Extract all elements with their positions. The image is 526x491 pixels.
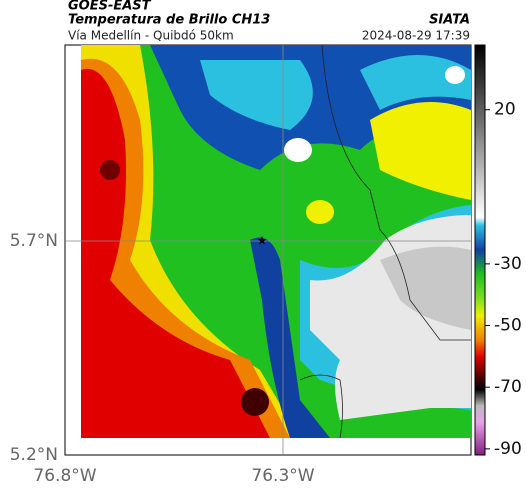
satellite-image: [81, 45, 471, 438]
title: GOES-EAST: [68, 0, 152, 14]
colorbar-tick-label: -90: [494, 439, 522, 459]
lat-label: 5.2°N: [10, 445, 58, 465]
colorbar-tick-label: -70: [494, 377, 522, 397]
colorbar: [474, 44, 486, 456]
lon-label: 76.3°W: [251, 466, 314, 486]
colorbar-tick-label: -30: [494, 254, 522, 274]
lon-label: 76.8°W: [33, 466, 96, 486]
location-marker: ★: [257, 234, 268, 248]
colorbar-tick-label: 20: [494, 100, 516, 120]
datetime: 2024-08-29 17:39: [362, 29, 470, 43]
colorbar-tick-label: -50: [494, 316, 522, 336]
location: Vía Medellín - Quibdó 50km: [68, 29, 234, 43]
source: SIATA: [429, 13, 470, 28]
subtitle: Temperatura de Brillo CH13: [68, 13, 270, 28]
lat-label: 5.7°N: [10, 231, 58, 251]
